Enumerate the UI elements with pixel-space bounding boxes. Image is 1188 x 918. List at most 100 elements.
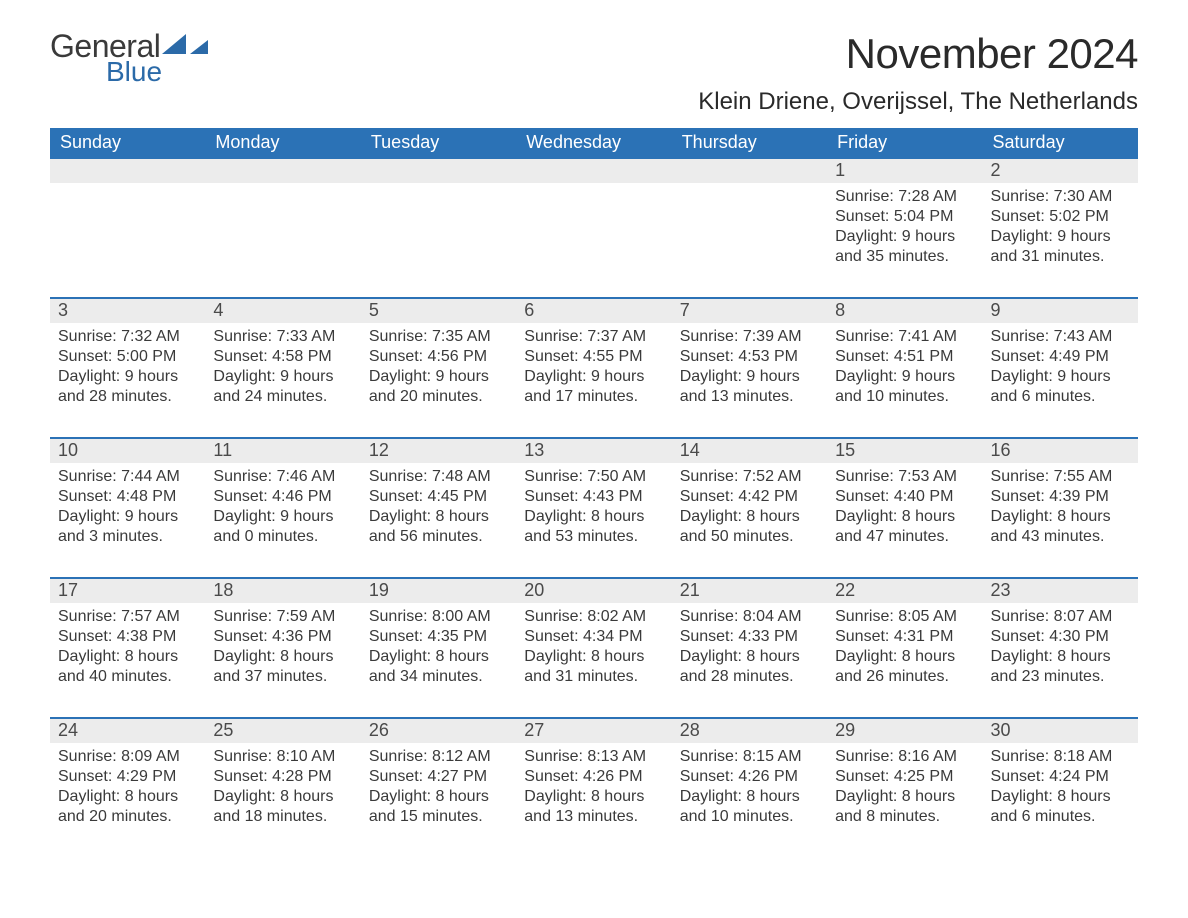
header: General Blue November 2024 Klein Driene,… bbox=[50, 30, 1138, 124]
day-number: 8 bbox=[827, 299, 982, 323]
sunrise-line: Sunrise: 7:35 AM bbox=[369, 327, 508, 347]
sunrise-line: Sunrise: 7:32 AM bbox=[58, 327, 197, 347]
daylight-line: Daylight: 8 hours and 6 minutes. bbox=[991, 787, 1130, 827]
day-number: 12 bbox=[361, 439, 516, 463]
logo-sail-icon bbox=[162, 34, 186, 54]
calendar-cell: 29Sunrise: 8:16 AMSunset: 4:25 PMDayligh… bbox=[827, 718, 982, 835]
calendar-cell: 6Sunrise: 7:37 AMSunset: 4:55 PMDaylight… bbox=[516, 298, 671, 438]
weekday-header: Friday bbox=[827, 128, 982, 158]
logo-text-blue: Blue bbox=[106, 58, 162, 86]
day-details: Sunrise: 7:43 AMSunset: 4:49 PMDaylight:… bbox=[983, 323, 1138, 437]
day-details: Sunrise: 7:35 AMSunset: 4:56 PMDaylight:… bbox=[361, 323, 516, 437]
daylight-line: Daylight: 8 hours and 37 minutes. bbox=[213, 647, 352, 687]
calendar-cell: 12Sunrise: 7:48 AMSunset: 4:45 PMDayligh… bbox=[361, 438, 516, 578]
sunset-line: Sunset: 5:04 PM bbox=[835, 207, 974, 227]
daylight-line: Daylight: 8 hours and 15 minutes. bbox=[369, 787, 508, 827]
day-number: 2 bbox=[983, 159, 1138, 183]
calendar-cell: 10Sunrise: 7:44 AMSunset: 4:48 PMDayligh… bbox=[50, 438, 205, 578]
sunset-line: Sunset: 4:38 PM bbox=[58, 627, 197, 647]
sunset-line: Sunset: 4:27 PM bbox=[369, 767, 508, 787]
day-number: 26 bbox=[361, 719, 516, 743]
sunset-line: Sunset: 4:28 PM bbox=[213, 767, 352, 787]
sunset-line: Sunset: 4:31 PM bbox=[835, 627, 974, 647]
calendar-cell bbox=[516, 158, 671, 298]
weekday-header: Monday bbox=[205, 128, 360, 158]
day-details bbox=[205, 183, 360, 293]
sunrise-line: Sunrise: 7:28 AM bbox=[835, 187, 974, 207]
daylight-line: Daylight: 8 hours and 23 minutes. bbox=[991, 647, 1130, 687]
sunrise-line: Sunrise: 8:10 AM bbox=[213, 747, 352, 767]
day-details: Sunrise: 7:52 AMSunset: 4:42 PMDaylight:… bbox=[672, 463, 827, 577]
day-details: Sunrise: 7:55 AMSunset: 4:39 PMDaylight:… bbox=[983, 463, 1138, 577]
daylight-line: Daylight: 8 hours and 53 minutes. bbox=[524, 507, 663, 547]
daylight-line: Daylight: 8 hours and 20 minutes. bbox=[58, 787, 197, 827]
sunset-line: Sunset: 4:43 PM bbox=[524, 487, 663, 507]
day-details: Sunrise: 8:16 AMSunset: 4:25 PMDaylight:… bbox=[827, 743, 982, 835]
calendar-cell: 18Sunrise: 7:59 AMSunset: 4:36 PMDayligh… bbox=[205, 578, 360, 718]
day-details: Sunrise: 8:12 AMSunset: 4:27 PMDaylight:… bbox=[361, 743, 516, 835]
calendar-week-row: 1Sunrise: 7:28 AMSunset: 5:04 PMDaylight… bbox=[50, 158, 1138, 298]
sunrise-line: Sunrise: 7:41 AM bbox=[835, 327, 974, 347]
sunset-line: Sunset: 4:58 PM bbox=[213, 347, 352, 367]
day-details: Sunrise: 8:13 AMSunset: 4:26 PMDaylight:… bbox=[516, 743, 671, 835]
day-number bbox=[205, 159, 360, 183]
day-number: 5 bbox=[361, 299, 516, 323]
sunrise-line: Sunrise: 7:33 AM bbox=[213, 327, 352, 347]
calendar-cell: 21Sunrise: 8:04 AMSunset: 4:33 PMDayligh… bbox=[672, 578, 827, 718]
calendar-cell: 25Sunrise: 8:10 AMSunset: 4:28 PMDayligh… bbox=[205, 718, 360, 835]
daylight-line: Daylight: 9 hours and 0 minutes. bbox=[213, 507, 352, 547]
sunset-line: Sunset: 4:24 PM bbox=[991, 767, 1130, 787]
day-number: 30 bbox=[983, 719, 1138, 743]
sunrise-line: Sunrise: 8:16 AM bbox=[835, 747, 974, 767]
day-details: Sunrise: 8:00 AMSunset: 4:35 PMDaylight:… bbox=[361, 603, 516, 717]
day-details: Sunrise: 7:32 AMSunset: 5:00 PMDaylight:… bbox=[50, 323, 205, 437]
day-details: Sunrise: 8:05 AMSunset: 4:31 PMDaylight:… bbox=[827, 603, 982, 717]
calendar-week-row: 24Sunrise: 8:09 AMSunset: 4:29 PMDayligh… bbox=[50, 718, 1138, 835]
day-number: 17 bbox=[50, 579, 205, 603]
calendar-cell bbox=[205, 158, 360, 298]
daylight-line: Daylight: 8 hours and 10 minutes. bbox=[680, 787, 819, 827]
sunrise-line: Sunrise: 7:59 AM bbox=[213, 607, 352, 627]
daylight-line: Daylight: 9 hours and 28 minutes. bbox=[58, 367, 197, 407]
daylight-line: Daylight: 9 hours and 24 minutes. bbox=[213, 367, 352, 407]
sunrise-line: Sunrise: 7:57 AM bbox=[58, 607, 197, 627]
calendar-cell: 14Sunrise: 7:52 AMSunset: 4:42 PMDayligh… bbox=[672, 438, 827, 578]
calendar-cell: 5Sunrise: 7:35 AMSunset: 4:56 PMDaylight… bbox=[361, 298, 516, 438]
day-number bbox=[361, 159, 516, 183]
calendar-week-row: 10Sunrise: 7:44 AMSunset: 4:48 PMDayligh… bbox=[50, 438, 1138, 578]
day-details: Sunrise: 8:09 AMSunset: 4:29 PMDaylight:… bbox=[50, 743, 205, 835]
calendar-header-row: SundayMondayTuesdayWednesdayThursdayFrid… bbox=[50, 128, 1138, 158]
day-details: Sunrise: 7:33 AMSunset: 4:58 PMDaylight:… bbox=[205, 323, 360, 437]
weekday-header: Thursday bbox=[672, 128, 827, 158]
day-number: 3 bbox=[50, 299, 205, 323]
weekday-header: Wednesday bbox=[516, 128, 671, 158]
day-number bbox=[50, 159, 205, 183]
day-details: Sunrise: 7:46 AMSunset: 4:46 PMDaylight:… bbox=[205, 463, 360, 577]
day-number: 20 bbox=[516, 579, 671, 603]
calendar-cell bbox=[50, 158, 205, 298]
sunset-line: Sunset: 4:49 PM bbox=[991, 347, 1130, 367]
day-number: 14 bbox=[672, 439, 827, 463]
sunrise-line: Sunrise: 8:05 AM bbox=[835, 607, 974, 627]
daylight-line: Daylight: 9 hours and 31 minutes. bbox=[991, 227, 1130, 267]
sunrise-line: Sunrise: 7:30 AM bbox=[991, 187, 1130, 207]
day-number: 29 bbox=[827, 719, 982, 743]
daylight-line: Daylight: 8 hours and 50 minutes. bbox=[680, 507, 819, 547]
day-number: 24 bbox=[50, 719, 205, 743]
calendar-cell: 30Sunrise: 8:18 AMSunset: 4:24 PMDayligh… bbox=[983, 718, 1138, 835]
daylight-line: Daylight: 8 hours and 28 minutes. bbox=[680, 647, 819, 687]
sunrise-line: Sunrise: 8:02 AM bbox=[524, 607, 663, 627]
day-number bbox=[516, 159, 671, 183]
calendar-week-row: 3Sunrise: 7:32 AMSunset: 5:00 PMDaylight… bbox=[50, 298, 1138, 438]
sunrise-line: Sunrise: 7:52 AM bbox=[680, 467, 819, 487]
day-number: 13 bbox=[516, 439, 671, 463]
sunset-line: Sunset: 4:26 PM bbox=[524, 767, 663, 787]
day-details bbox=[516, 183, 671, 293]
sunset-line: Sunset: 4:26 PM bbox=[680, 767, 819, 787]
day-number: 21 bbox=[672, 579, 827, 603]
day-details: Sunrise: 7:44 AMSunset: 4:48 PMDaylight:… bbox=[50, 463, 205, 577]
daylight-line: Daylight: 8 hours and 47 minutes. bbox=[835, 507, 974, 547]
calendar-table: SundayMondayTuesdayWednesdayThursdayFrid… bbox=[50, 128, 1138, 835]
calendar-cell: 16Sunrise: 7:55 AMSunset: 4:39 PMDayligh… bbox=[983, 438, 1138, 578]
day-number: 6 bbox=[516, 299, 671, 323]
